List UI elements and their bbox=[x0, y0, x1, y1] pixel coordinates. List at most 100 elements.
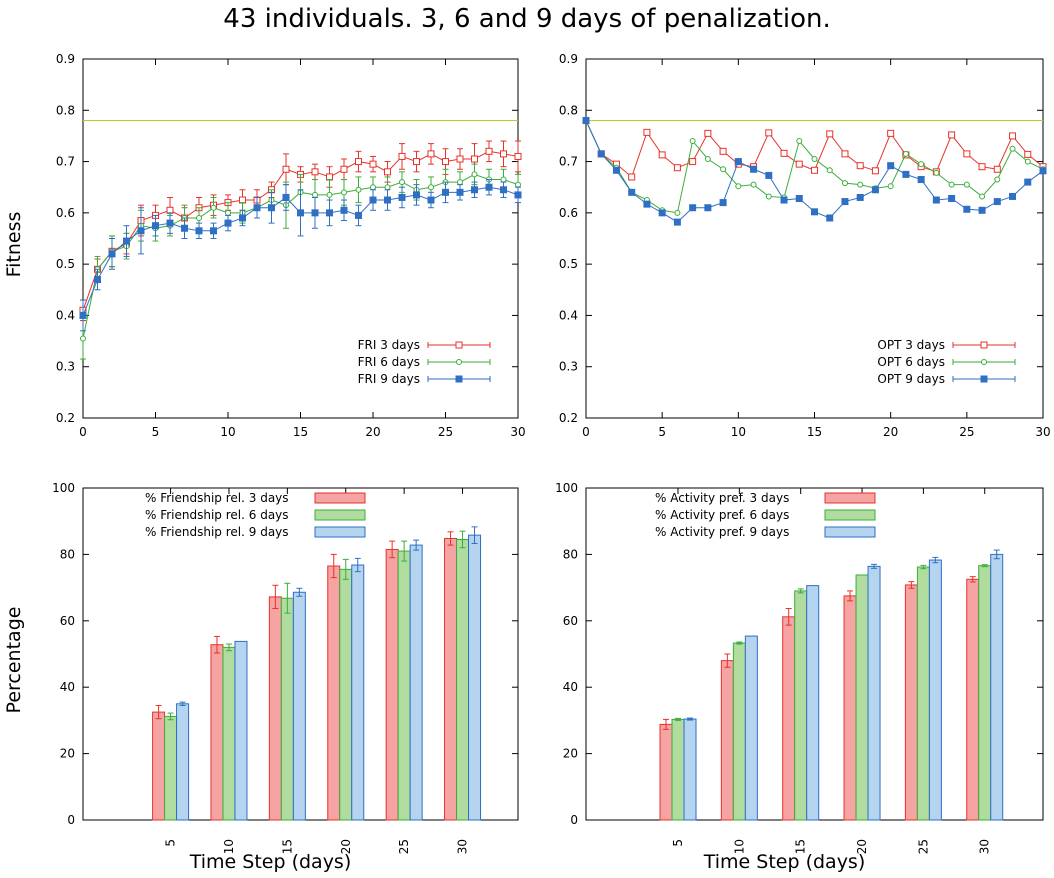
bar-blue bbox=[806, 585, 820, 821]
bar-blue bbox=[176, 703, 190, 821]
bar-red bbox=[327, 565, 341, 821]
data-point bbox=[311, 168, 319, 176]
data-point bbox=[841, 180, 848, 187]
bar-blue bbox=[351, 564, 365, 821]
data-point bbox=[902, 170, 910, 178]
opt-fitness-chart: 0.2 0.3 0.4 0.5 0.6 0.7 0.8 0.9 0 5 10 15 20 25 30 OPT … bbox=[559, 52, 1051, 439]
data-point bbox=[841, 150, 849, 158]
data-point bbox=[689, 204, 697, 212]
y-tick-label: 60 bbox=[60, 614, 75, 628]
data-point bbox=[963, 205, 971, 213]
legend-label: % Friendship rel. 9 days bbox=[145, 525, 289, 539]
x-tick-label: 20 bbox=[365, 425, 380, 439]
data-point bbox=[1024, 178, 1032, 186]
x-tick-label: 15 bbox=[280, 839, 294, 854]
x-tick-label: 15 bbox=[807, 425, 822, 439]
bar-green bbox=[916, 566, 930, 821]
data-point bbox=[994, 176, 1001, 183]
data-point bbox=[384, 168, 391, 176]
x-tick-label: 25 bbox=[438, 425, 453, 439]
x-tick-label: 30 bbox=[1035, 425, 1050, 439]
data-point bbox=[500, 186, 507, 194]
data-point bbox=[780, 149, 788, 157]
data-point bbox=[471, 155, 478, 163]
y-tick-label: 0 bbox=[67, 813, 75, 827]
data-point bbox=[500, 150, 507, 158]
legend-label: OPT 3 days bbox=[877, 338, 945, 352]
legend-label: % Friendship rel. 3 days bbox=[145, 491, 289, 505]
legend-label: % Friendship rel. 6 days bbox=[145, 508, 289, 522]
bar-red bbox=[444, 537, 458, 821]
data-point bbox=[643, 128, 651, 136]
data-point bbox=[427, 196, 435, 204]
data-point bbox=[1039, 167, 1047, 175]
bar-green bbox=[397, 550, 411, 821]
data-point bbox=[963, 181, 970, 188]
x-tick-label: 20 bbox=[855, 839, 869, 854]
legend-swatch bbox=[824, 492, 876, 504]
data-point bbox=[932, 196, 940, 204]
data-point bbox=[795, 160, 803, 168]
data-point bbox=[719, 147, 727, 155]
data-point bbox=[720, 166, 727, 173]
plot-frame bbox=[82, 58, 519, 419]
x-axis-label: Time Step (days) bbox=[189, 851, 352, 873]
data-point bbox=[297, 209, 304, 217]
data-point bbox=[196, 214, 202, 221]
data-point bbox=[978, 206, 986, 214]
data-point bbox=[993, 165, 1001, 173]
data-point bbox=[123, 237, 130, 245]
data-point bbox=[384, 184, 391, 191]
data-point bbox=[750, 181, 757, 188]
data-point bbox=[455, 375, 463, 383]
x-tick-label: 20 bbox=[339, 839, 353, 854]
data-point bbox=[597, 150, 605, 158]
x-tick-label: 30 bbox=[978, 839, 992, 854]
data-point bbox=[765, 193, 772, 200]
data-point bbox=[398, 193, 406, 201]
x-axis-label: Time Step (days) bbox=[703, 851, 866, 873]
y-tick-label: 0.9 bbox=[56, 52, 75, 66]
data-point bbox=[471, 171, 478, 178]
y-tick-label: 40 bbox=[60, 680, 75, 694]
data-point bbox=[673, 164, 681, 172]
legend-label: OPT 9 days bbox=[877, 372, 945, 386]
data-point bbox=[857, 181, 864, 188]
y-tick-label: 40 bbox=[563, 680, 578, 694]
x-tick-label: 15 bbox=[293, 425, 308, 439]
data-point bbox=[643, 200, 651, 208]
legend-swatch bbox=[314, 492, 366, 504]
data-point bbox=[841, 198, 849, 206]
data-point bbox=[428, 184, 434, 191]
data-point bbox=[210, 227, 217, 235]
data-point bbox=[811, 208, 818, 216]
data-point bbox=[166, 219, 174, 227]
bar-blue bbox=[990, 553, 1004, 821]
y-tick-label: 0.2 bbox=[559, 411, 578, 425]
y-tick-label: 0.2 bbox=[56, 411, 75, 425]
data-point bbox=[239, 214, 246, 222]
data-point bbox=[80, 335, 86, 342]
data-point bbox=[689, 158, 697, 166]
data-point bbox=[704, 129, 712, 137]
data-point bbox=[442, 188, 449, 196]
data-point bbox=[456, 155, 464, 163]
data-point bbox=[514, 152, 522, 160]
data-point bbox=[689, 138, 696, 145]
bar-blue bbox=[928, 559, 942, 821]
data-point bbox=[369, 160, 377, 168]
y-tick-label: 0.5 bbox=[56, 257, 75, 271]
data-point bbox=[79, 311, 87, 319]
y-axis-label: Fitness bbox=[3, 212, 25, 278]
x-tick-label: 0 bbox=[582, 425, 590, 439]
y-tick-label: 0.7 bbox=[559, 155, 578, 169]
data-point bbox=[765, 129, 773, 137]
data-point bbox=[253, 204, 261, 212]
data-point bbox=[384, 196, 391, 204]
x-tick-label: 20 bbox=[883, 425, 898, 439]
data-point bbox=[887, 162, 895, 170]
data-point bbox=[780, 196, 788, 204]
bar-green bbox=[732, 642, 746, 821]
bar-red bbox=[210, 644, 224, 821]
legend-swatch bbox=[314, 526, 366, 538]
